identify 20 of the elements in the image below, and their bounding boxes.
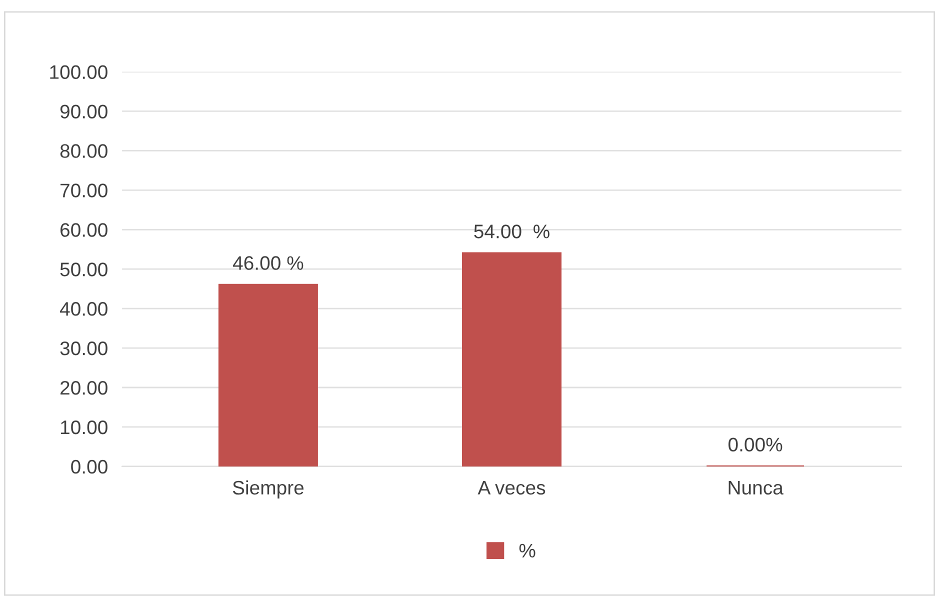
bar bbox=[218, 284, 318, 466]
legend-label: % bbox=[519, 544, 536, 558]
data-label: 54.00 % bbox=[474, 224, 550, 238]
y-tick-label: 40.00 bbox=[60, 302, 108, 316]
data-label: 46.00 % bbox=[232, 256, 304, 270]
y-tick-label: 60.00 bbox=[60, 223, 108, 237]
y-tick-label: 100.00 bbox=[50, 65, 108, 79]
x-tick-label: Siempre bbox=[232, 480, 304, 498]
y-tick-label: 70.00 bbox=[60, 184, 108, 198]
x-tick-label: A veces bbox=[478, 481, 546, 495]
data-label: 0.00% bbox=[728, 438, 782, 452]
y-tick-label: 90.00 bbox=[60, 104, 108, 118]
bar bbox=[462, 252, 562, 466]
y-tick-label: 50.00 bbox=[60, 262, 108, 276]
y-tick-label: 10.00 bbox=[61, 420, 108, 434]
y-tick-label: 0.00 bbox=[71, 460, 108, 474]
y-tick-label: 20.00 bbox=[60, 380, 108, 395]
y-tick-label: 30.00 bbox=[60, 342, 108, 356]
x-tick-label: Nunca bbox=[728, 481, 784, 495]
y-tick-label: 80.00 bbox=[60, 144, 108, 158]
